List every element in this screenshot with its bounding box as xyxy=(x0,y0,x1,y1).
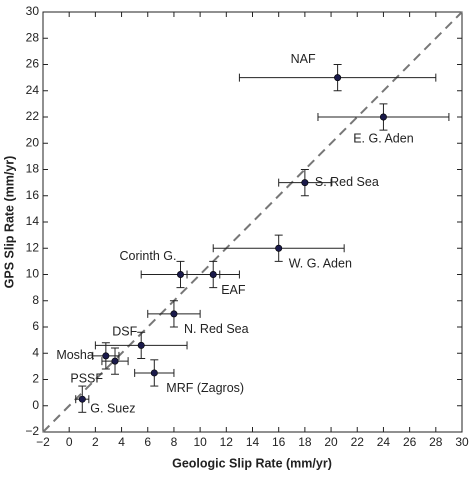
point-label: G. Suez xyxy=(90,401,135,415)
point-label: Corinth G. xyxy=(120,249,177,263)
point xyxy=(176,270,184,278)
point xyxy=(301,179,309,187)
point xyxy=(102,352,110,360)
x-tick-label: 20 xyxy=(324,435,338,449)
point xyxy=(137,341,145,349)
x-tick-label: 6 xyxy=(144,435,151,449)
point-label: N. Red Sea xyxy=(184,322,249,336)
point xyxy=(170,310,178,318)
y-tick-label: 26 xyxy=(26,57,40,71)
point xyxy=(275,244,283,252)
y-tick-label: 18 xyxy=(26,162,40,176)
x-tick-label: 24 xyxy=(377,435,391,449)
point-label: MRF (Zagros) xyxy=(166,381,244,395)
x-tick-label: 26 xyxy=(403,435,417,449)
point xyxy=(78,395,86,403)
x-tick-label: 16 xyxy=(272,435,286,449)
x-tick-label: 28 xyxy=(429,435,443,449)
x-tick-label: 12 xyxy=(220,435,234,449)
y-tick-label: 16 xyxy=(26,188,40,202)
point-label: E. G. Aden xyxy=(353,131,414,145)
y-tick-label: 30 xyxy=(26,4,40,18)
y-tick-label: 22 xyxy=(26,109,40,123)
x-tick-label: 22 xyxy=(351,435,365,449)
y-tick-label: 24 xyxy=(26,83,40,97)
y-tick-label: 8 xyxy=(32,293,39,307)
point-label: Mosha xyxy=(56,348,94,362)
point-label: EAF xyxy=(221,283,246,297)
point-label: PSSF xyxy=(70,371,103,385)
point-label: W. G. Aden xyxy=(289,257,352,271)
point xyxy=(209,270,217,278)
y-tick-label: 0 xyxy=(32,398,39,412)
x-tick-label: 14 xyxy=(246,435,260,449)
point-label: S. Red Sea xyxy=(315,175,379,189)
y-tick-label: −2 xyxy=(25,424,39,438)
x-tick-label: 30 xyxy=(455,435,469,449)
x-tick-label: 0 xyxy=(66,435,73,449)
y-tick-label: 12 xyxy=(26,240,40,254)
x-tick-label: 8 xyxy=(171,435,178,449)
y-tick-label: 6 xyxy=(32,319,39,333)
point xyxy=(334,74,342,82)
y-tick-label: 14 xyxy=(26,214,40,228)
y-tick-label: 4 xyxy=(32,345,39,359)
point xyxy=(379,113,387,121)
y-tick-label: 28 xyxy=(26,30,40,44)
x-tick-label: 2 xyxy=(92,435,99,449)
y-tick-label: 10 xyxy=(26,267,40,281)
point-label: NAF xyxy=(291,52,316,66)
x-tick-label: 10 xyxy=(193,435,207,449)
point xyxy=(111,357,119,365)
point xyxy=(150,369,158,377)
x-tick-label: 4 xyxy=(118,435,125,449)
x-axis-title: Geologic Slip Rate (mm/yr) xyxy=(172,456,332,470)
y-tick-label: 20 xyxy=(26,135,40,149)
x-tick-label: −2 xyxy=(36,435,50,449)
y-tick-label: 2 xyxy=(32,372,39,386)
x-tick-label: 18 xyxy=(298,435,312,449)
y-axis-title: GPS Slip Rate (mm/yr) xyxy=(2,156,16,289)
point-label: DSF xyxy=(112,325,137,339)
